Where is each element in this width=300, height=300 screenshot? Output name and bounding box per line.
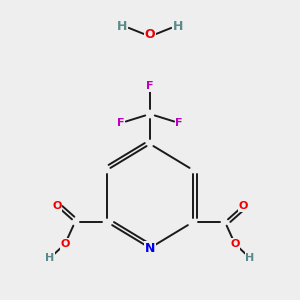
Text: F: F xyxy=(146,81,154,91)
Text: O: O xyxy=(145,28,155,41)
Text: H: H xyxy=(45,253,55,263)
Text: F: F xyxy=(117,118,125,128)
Text: O: O xyxy=(238,201,248,211)
Text: N: N xyxy=(145,242,155,254)
Text: H: H xyxy=(173,20,183,34)
Text: O: O xyxy=(52,201,62,211)
Text: O: O xyxy=(60,239,70,249)
Text: H: H xyxy=(245,253,255,263)
Text: H: H xyxy=(117,20,127,34)
Text: F: F xyxy=(175,118,183,128)
Text: O: O xyxy=(230,239,240,249)
